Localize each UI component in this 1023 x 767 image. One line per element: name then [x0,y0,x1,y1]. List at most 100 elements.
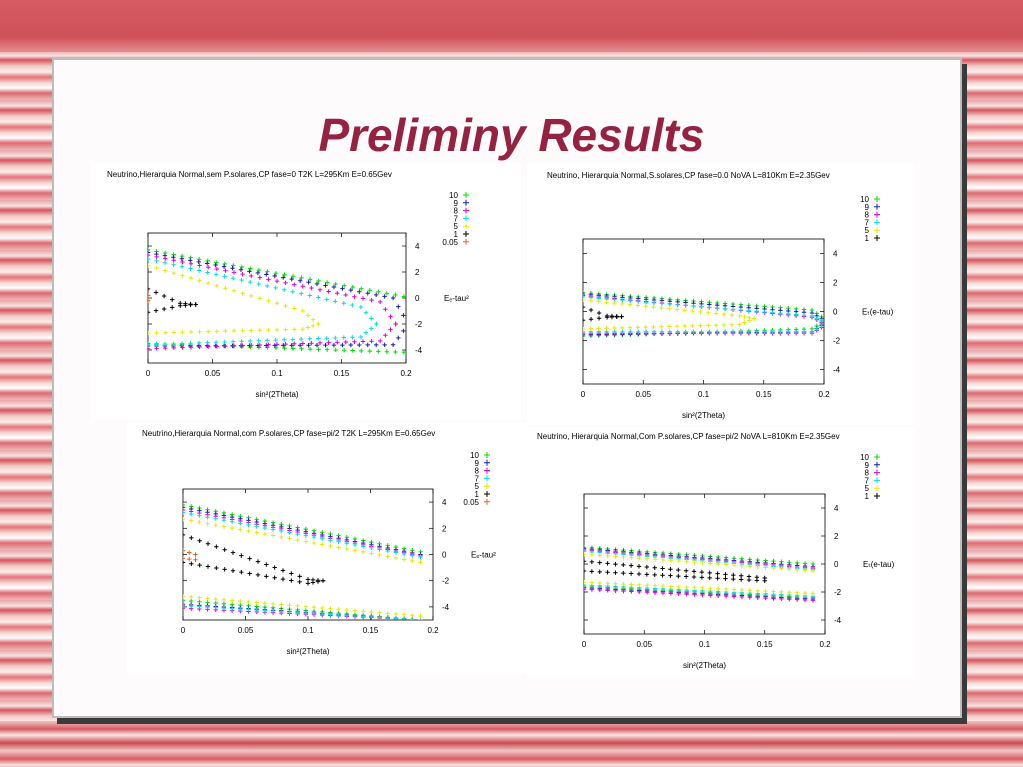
data-point [690,323,695,329]
data-point [254,600,259,605]
data-point [667,329,673,334]
data-point [328,606,333,611]
legend-label: 1 [865,492,870,501]
data-point [179,264,185,269]
data-point [393,555,399,561]
data-point [652,572,657,578]
x-tick-label: 0.05 [238,626,254,635]
data-point [169,297,175,302]
data-point [299,336,304,342]
data-point [257,275,262,280]
legend-label: 8 [865,211,870,220]
legend-marker [874,477,880,484]
data-point [197,278,202,283]
y-tick-label: 0 [415,294,420,303]
data-point [746,329,751,334]
data-point [377,547,382,552]
chart-title: Neutrino, Hierarquia Normal,S.solares,CP… [547,171,830,180]
data-point [333,347,338,353]
data-point [239,553,244,558]
data-point [213,516,218,521]
data-point [295,531,300,537]
data-point [188,302,193,308]
data-point [824,321,828,325]
data-point [289,276,294,282]
data-point [179,256,185,261]
data-point [406,322,410,326]
data-point [274,278,280,284]
data-point [239,569,244,575]
data-point [171,258,176,263]
data-point [336,607,341,612]
y-tick-label: 0 [833,308,838,317]
data-point [589,552,595,557]
data-point [794,597,800,602]
data-point [336,545,341,550]
data-point [256,267,262,273]
legend-label: 8 [865,469,870,478]
data-point [197,595,202,600]
data-point [240,328,245,333]
data-point [667,301,673,307]
data-point [583,332,586,337]
data-point [270,608,276,614]
data-point [352,294,357,299]
data-point [779,566,784,571]
data-point [708,586,713,591]
data-point [382,294,387,299]
data-point [262,600,268,606]
chart-svg-2: Neutrino,Hierarquia Normal,com P.solares… [142,429,496,656]
data-point [802,590,808,596]
data-point [588,317,594,322]
data-point [306,343,311,348]
data-point [763,595,768,601]
data-point [683,303,688,308]
data-point [148,330,151,336]
y-tick-label: -2 [442,577,450,586]
data-point [310,317,316,322]
data-point [819,318,824,323]
data-point [266,327,271,333]
data-point [401,616,407,620]
data-point [779,589,784,595]
data-point [751,316,757,321]
data-point [230,339,236,344]
data-point [621,562,626,568]
data-point [223,328,228,334]
data-point [148,343,151,349]
data-point [597,580,602,586]
data-point [747,318,752,323]
data-point [628,298,633,304]
data-point [297,343,303,348]
data-point [188,258,193,263]
data-point [787,567,792,572]
data-point [148,250,151,255]
data-point [691,574,697,580]
data-point [723,593,729,599]
data-point [385,611,390,616]
data-point [148,252,151,258]
data-point [154,265,159,271]
x-tick-label: 0.15 [756,390,772,399]
data-point [357,289,362,294]
data-point [643,324,648,330]
data-point [350,302,355,308]
data-point [377,615,382,620]
data-point [636,564,642,569]
data-point [249,328,254,333]
data-point [583,297,586,303]
data-point [814,316,819,321]
data-point [706,310,711,315]
data-point [300,341,305,346]
data-point [698,309,703,315]
data-point [619,325,625,331]
y-tick-label: 4 [415,242,420,251]
data-point [643,304,648,309]
data-point [612,300,617,306]
data-point [163,256,168,261]
data-point [676,558,681,564]
data-point [801,313,807,318]
y-axis-label: Eₑ-tau² [471,551,496,560]
data-point [368,316,374,321]
data-point [383,333,388,338]
